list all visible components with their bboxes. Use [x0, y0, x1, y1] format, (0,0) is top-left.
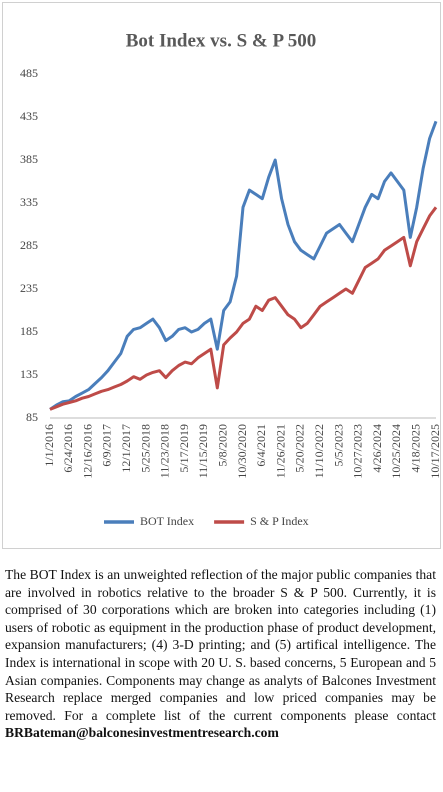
x-tick-label: 11/26/2021 — [273, 424, 287, 478]
y-tick-label: 235 — [20, 281, 38, 295]
x-tick-label: 5/8/2020 — [215, 424, 229, 467]
x-tick-label: 5/20/2022 — [293, 424, 307, 473]
x-tick-label: 10/27/2023 — [351, 424, 365, 479]
x-tick-label: 4/18/2025 — [408, 424, 422, 473]
contact: BRBateman@balconesinvestmentresearch.com — [5, 725, 279, 741]
x-tick-label: 6/9/2017 — [100, 424, 114, 467]
x-tick-label: 6/4/2021 — [254, 424, 268, 467]
y-tick-label: 485 — [20, 66, 38, 80]
y-tick-label: 335 — [20, 195, 38, 209]
legend-label: S & P Index — [250, 514, 309, 528]
x-tick-label: 10/25/2024 — [389, 424, 403, 479]
x-tick-label: 11/10/2022 — [312, 424, 326, 478]
y-tick-label: 185 — [20, 324, 38, 338]
x-tick-label: 11/23/2018 — [158, 424, 172, 478]
description: The BOT Index is an unweighted reflectio… — [5, 566, 436, 742]
y-tick-label: 385 — [20, 152, 38, 166]
x-tick-label: 4/26/2024 — [370, 424, 384, 473]
y-tick-label: 85 — [26, 410, 38, 424]
y-tick-label: 435 — [20, 109, 38, 123]
series-line — [49, 120, 438, 411]
legend-label: BOT Index — [140, 514, 194, 528]
series-line — [49, 206, 438, 411]
chart-title: Bot Index vs. S & P 500 — [126, 30, 317, 51]
x-tick-label: 6/24/2016 — [61, 424, 75, 473]
chart-border — [2, 2, 441, 549]
chart: Bot Index vs. S & P 500 85 135 185 235 285 33… — [2, 2, 442, 549]
x-tick-label: 5/17/2019 — [177, 424, 191, 473]
y-tick-label: 285 — [20, 238, 38, 252]
x-tick-label: 1/1/2016 — [42, 424, 56, 467]
x-tick-label: 12/1/2017 — [119, 424, 133, 473]
x-tick-label: 11/15/2019 — [196, 424, 210, 478]
x-tick-label: 10/30/2020 — [235, 424, 249, 479]
x-tick-label: 12/16/2016 — [80, 424, 94, 479]
x-tick-label: 5/25/2018 — [138, 424, 152, 473]
x-tick-label: 10/17/2025 — [428, 424, 442, 479]
y-tick-label: 135 — [20, 367, 38, 381]
x-tick-label: 5/5/2023 — [331, 424, 345, 467]
note-text: The BOT Index is an unweighted reflectio… — [5, 567, 436, 723]
